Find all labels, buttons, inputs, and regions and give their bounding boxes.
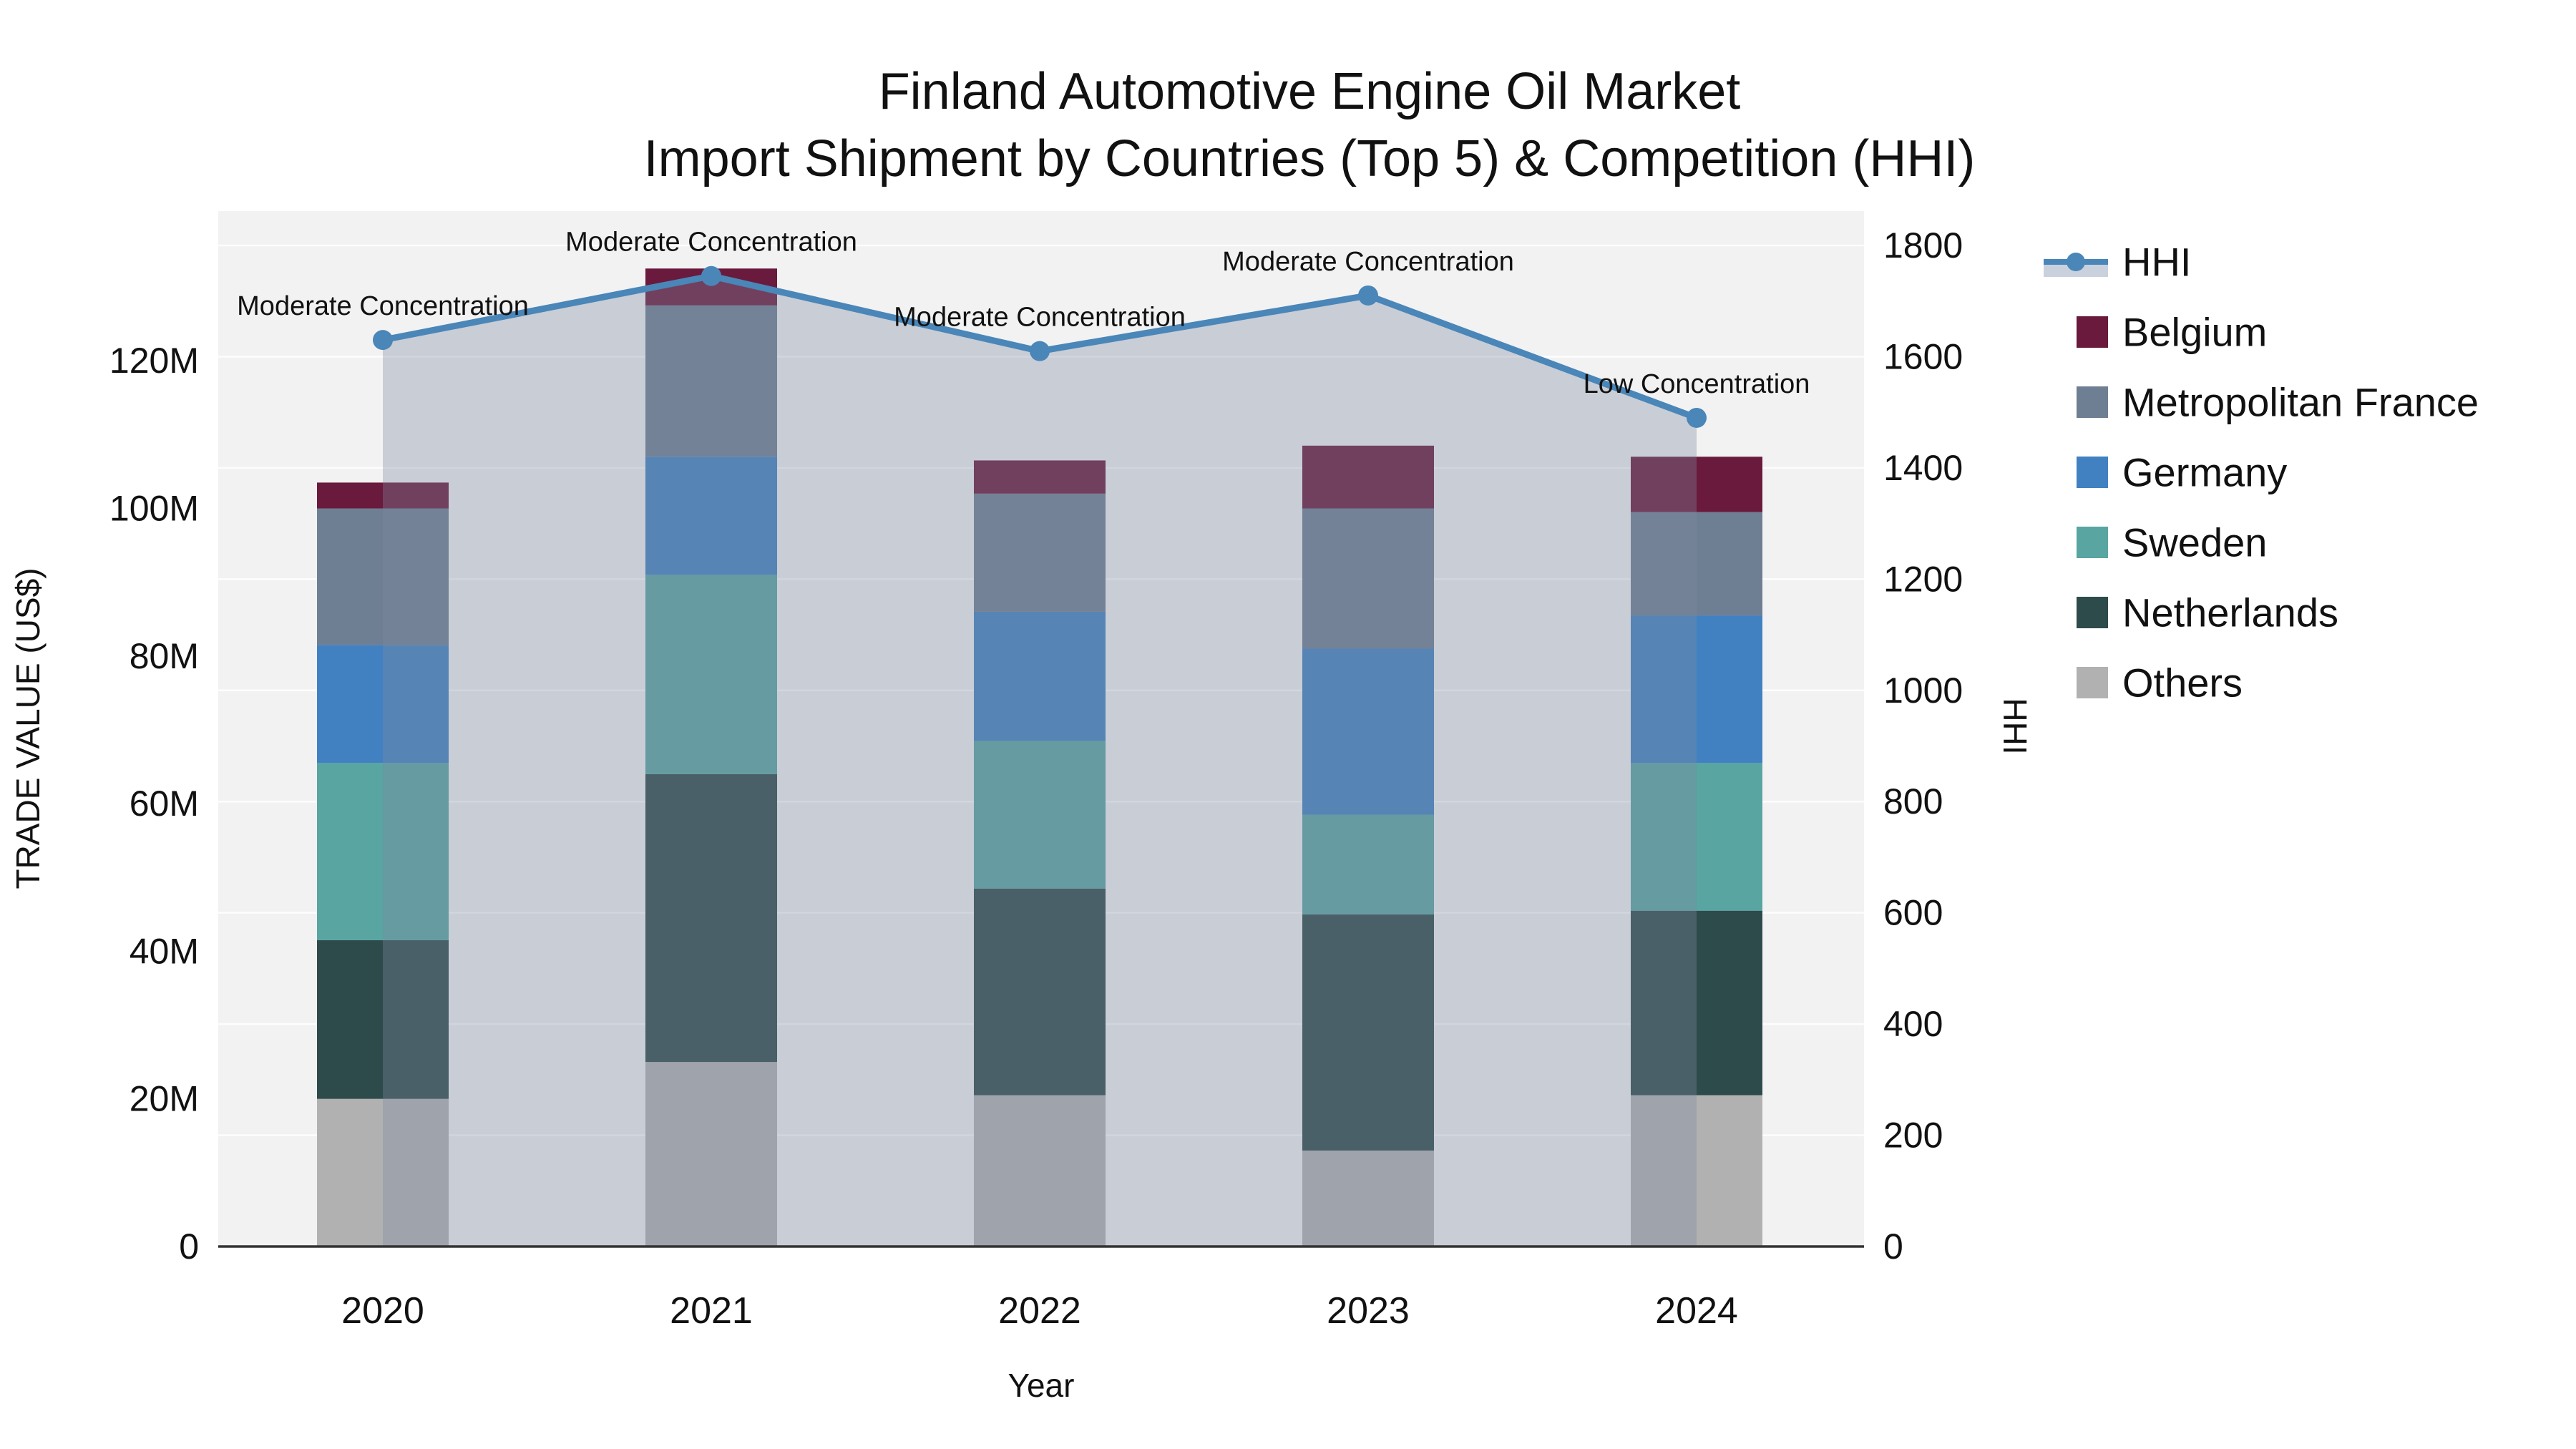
legend-label: Netherlands xyxy=(2122,590,2338,635)
bar-segment-others[interactable] xyxy=(317,1098,449,1246)
y-right-tick-label: 1200 xyxy=(1883,559,1963,599)
annotation-label-2024: Low Concentration xyxy=(1584,369,1810,399)
y-left-tick-label: 40M xyxy=(130,931,199,971)
chart-title-line1: Finland Automotive Engine Oil Market xyxy=(879,63,1741,120)
y-right-tick-label: 1400 xyxy=(1883,448,1963,488)
hhi-marker-2020[interactable] xyxy=(373,330,393,351)
annotation-label-2022: Moderate Concentration xyxy=(894,303,1186,333)
legend-item-metropolitan-france[interactable]: Metropolitan France xyxy=(2077,380,2479,425)
legend-swatch xyxy=(2077,527,2108,558)
chart-title-line2: Import Shipment by Countries (Top 5) & C… xyxy=(644,130,1976,187)
legend-item-sweden[interactable]: Sweden xyxy=(2077,520,2267,565)
y-left-tick-label: 0 xyxy=(179,1226,199,1267)
legend-item-hhi[interactable]: HHI xyxy=(2044,240,2191,285)
bar-segment-sweden[interactable] xyxy=(645,575,777,774)
legend-item-others[interactable]: Others xyxy=(2077,660,2243,706)
bar-segment-germany[interactable] xyxy=(974,611,1106,741)
legend-item-germany[interactable]: Germany xyxy=(2077,450,2287,495)
hhi-marker-2022[interactable] xyxy=(1030,341,1050,361)
legend-label: Sweden xyxy=(2122,520,2267,565)
bar-segment-belgium[interactable] xyxy=(1302,445,1434,509)
legend-label: Germany xyxy=(2122,450,2287,495)
legend-swatch xyxy=(2077,386,2108,418)
y-left-tick-label: 20M xyxy=(130,1079,199,1119)
bar-segment-belgium[interactable] xyxy=(317,482,449,509)
y-right-tick-label: 600 xyxy=(1883,893,1943,933)
bar-2021 xyxy=(645,268,777,1246)
y-left-axis-title: TRADE VALUE (US$) xyxy=(9,567,47,889)
y-right-tick-label: 1600 xyxy=(1883,336,1963,376)
annotation-label-2020: Moderate Concentration xyxy=(237,291,529,321)
legend-label: Belgium xyxy=(2122,310,2267,355)
bar-segment-metropolitan-france[interactable] xyxy=(317,508,449,645)
y-right-tick-label: 1800 xyxy=(1883,225,1963,265)
bar-2023 xyxy=(1302,445,1434,1246)
legend-swatch xyxy=(2077,667,2108,698)
bar-segment-germany[interactable] xyxy=(1302,648,1434,815)
hhi-area-fill xyxy=(383,275,1697,1247)
legend-label: Others xyxy=(2122,660,2243,706)
bar-segment-others[interactable] xyxy=(1302,1150,1434,1246)
bar-2024 xyxy=(1631,457,1762,1246)
bar-segment-others[interactable] xyxy=(974,1095,1106,1246)
hhi-marker-2024[interactable] xyxy=(1687,407,1707,428)
x-tick-label-2023: 2023 xyxy=(1327,1290,1410,1332)
bar-segment-netherlands[interactable] xyxy=(1631,910,1762,1096)
bar-segment-sweden[interactable] xyxy=(974,741,1106,889)
hhi-marker-2023[interactable] xyxy=(1358,285,1378,306)
x-tick-label-2022: 2022 xyxy=(998,1290,1081,1332)
y-left-tick-label: 120M xyxy=(109,341,199,381)
legend-swatch xyxy=(2077,597,2108,628)
bar-segment-belgium[interactable] xyxy=(974,460,1106,494)
x-tick-label-2021: 2021 xyxy=(670,1290,753,1332)
bar-2022 xyxy=(974,460,1106,1246)
legend-hhi-marker-glyph xyxy=(2067,253,2085,271)
bar-segment-metropolitan-france[interactable] xyxy=(974,493,1106,612)
annotation-label-2021: Moderate Concentration xyxy=(565,228,857,258)
bar-segment-germany[interactable] xyxy=(317,645,449,763)
hhi-marker-2021[interactable] xyxy=(701,265,721,286)
x-axis-title: Year xyxy=(1008,1367,1075,1404)
legend-item-belgium[interactable]: Belgium xyxy=(2077,310,2267,355)
bar-segment-netherlands[interactable] xyxy=(974,888,1106,1096)
bar-segment-belgium[interactable] xyxy=(1631,457,1762,512)
bar-segment-others[interactable] xyxy=(1631,1095,1762,1246)
y-right-tick-label: 0 xyxy=(1883,1226,1903,1267)
annotation-label-2023: Moderate Concentration xyxy=(1222,247,1514,277)
x-tick-label-2020: 2020 xyxy=(341,1290,424,1332)
bar-segment-netherlands[interactable] xyxy=(645,774,777,1063)
y-right-tick-label: 1000 xyxy=(1883,670,1963,711)
y-right-tick-label: 400 xyxy=(1883,1004,1943,1044)
bar-segment-netherlands[interactable] xyxy=(1302,914,1434,1151)
bar-segment-metropolitan-france[interactable] xyxy=(645,305,777,457)
legend-label: Metropolitan France xyxy=(2122,380,2479,425)
y-left-tick-label: 100M xyxy=(109,489,199,529)
bar-segment-others[interactable] xyxy=(645,1062,777,1246)
bar-segment-sweden[interactable] xyxy=(1302,814,1434,914)
bar-segment-germany[interactable] xyxy=(1631,615,1762,763)
y-left-tick-label: 80M xyxy=(130,636,199,676)
bar-segment-metropolitan-france[interactable] xyxy=(1302,508,1434,649)
bar-segment-germany[interactable] xyxy=(645,457,777,575)
bar-segment-sweden[interactable] xyxy=(1631,763,1762,911)
y-left-tick-label: 60M xyxy=(130,784,199,824)
y-right-axis-title: HHI xyxy=(1996,698,2034,754)
bar-2020 xyxy=(317,482,449,1246)
y-right-tick-label: 200 xyxy=(1883,1116,1943,1156)
legend-swatch xyxy=(2077,316,2108,348)
bar-segment-netherlands[interactable] xyxy=(317,940,449,1099)
x-tick-label-2024: 2024 xyxy=(1655,1290,1738,1332)
legend-label: HHI xyxy=(2122,240,2191,285)
legend-item-netherlands[interactable]: Netherlands xyxy=(2077,590,2338,635)
bar-segment-sweden[interactable] xyxy=(317,763,449,940)
bar-segment-metropolitan-france[interactable] xyxy=(1631,512,1762,616)
y-right-tick-label: 800 xyxy=(1883,781,1943,821)
legend-swatch xyxy=(2077,457,2108,488)
